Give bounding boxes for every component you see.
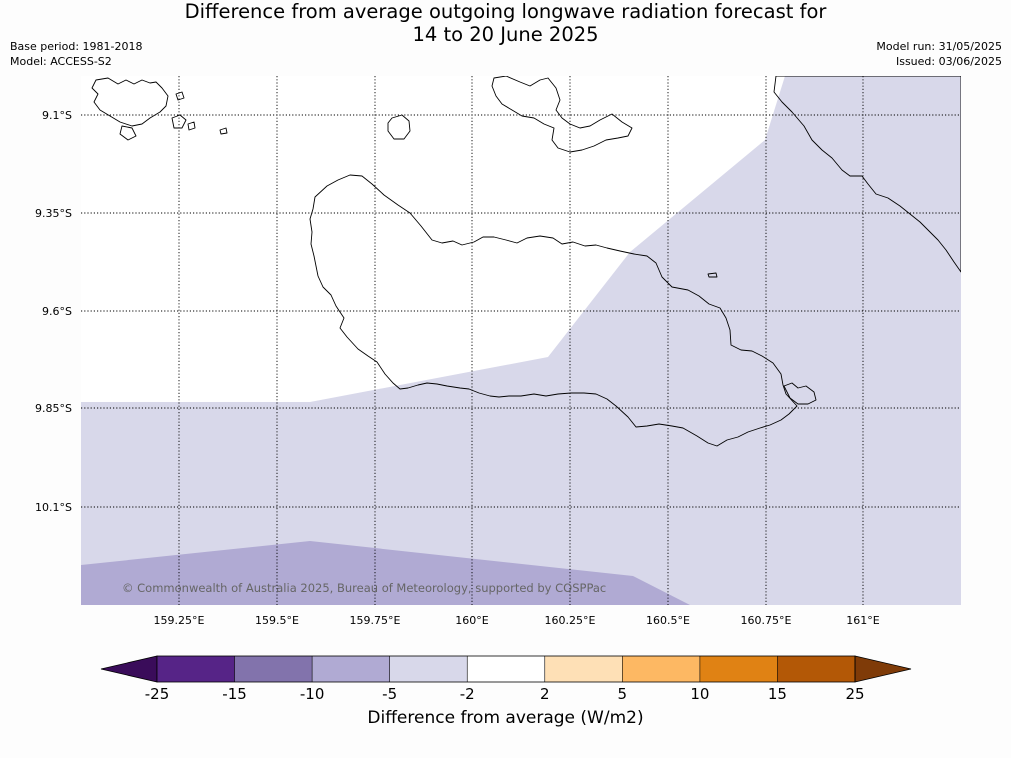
colorbar-tick-label: -5 xyxy=(382,685,397,703)
copyright-text: © Commonwealth of Australia 2025, Bureau… xyxy=(122,581,606,595)
colorbar-segment xyxy=(622,656,700,682)
coastline-islet-nw4 xyxy=(219,127,228,135)
colorbar-tick-label: -2 xyxy=(460,685,475,703)
coastline-islet-nw3 xyxy=(175,91,185,101)
colorbar-label: Difference from average (W/m2) xyxy=(367,708,644,728)
latitude-label: 9.35°S xyxy=(35,207,72,220)
colorbar-segment xyxy=(544,656,623,682)
coastline-malaita xyxy=(773,76,961,273)
longitude-labels: 159.25°E 159.5°E 159.75°E 160°E 160.25°E 160.… xyxy=(154,614,880,627)
coastline-islet-nw5 xyxy=(187,121,196,131)
issued-text: Issued: 03/06/2025 xyxy=(895,55,1002,68)
coastline-nggela-islands xyxy=(491,76,633,153)
longitude-label: 159.25°E xyxy=(154,614,205,627)
meta-left: Base period: 1981-2018 Model: ACCESS-S2 xyxy=(10,39,142,69)
colorbar-extend-low xyxy=(100,655,158,683)
latitude-label: 9.1°S xyxy=(42,109,72,122)
coastline-guadalcanal xyxy=(309,174,798,447)
colorbar-tick-label: -10 xyxy=(300,685,325,703)
colorbar-segment xyxy=(699,656,778,682)
coastline-savo xyxy=(387,114,411,140)
colorbar-tick-label: 15 xyxy=(768,685,787,703)
coastline-islet-nw1 xyxy=(119,125,137,141)
colorbar-outline xyxy=(156,655,856,683)
longitude-label: 159.5°E xyxy=(255,614,299,627)
model-run-text: Model run: 31/05/2025 xyxy=(876,40,1002,53)
latitude-label: 9.6°S xyxy=(42,305,72,318)
latitude-labels: 9.1°S 9.35°S 9.6°S 9.85°S 10.1°S xyxy=(35,109,72,514)
latitude-label: 9.85°S xyxy=(35,402,72,415)
model-text: Model: ACCESS-S2 xyxy=(10,55,112,68)
longitude-label: 160°E xyxy=(455,614,488,627)
latitude-label: 10.1°S xyxy=(35,501,72,514)
colorbar-tick-label: 10 xyxy=(690,685,709,703)
coastline-islet-small xyxy=(707,272,718,278)
colorbar-tick-label: 2 xyxy=(540,685,550,703)
gridlines xyxy=(81,76,961,605)
coastlines xyxy=(91,76,961,447)
longitude-label: 159.75°E xyxy=(350,614,401,627)
longitude-label: 161°E xyxy=(846,614,879,627)
chart-title: Difference from average outgoing longwav… xyxy=(0,0,1011,46)
colorbar-segment xyxy=(234,656,313,682)
colorbar-tick-label: 25 xyxy=(845,685,864,703)
anomaly-band-minus5-minus2 xyxy=(81,76,961,605)
anomaly-band-minus10-minus5 xyxy=(81,541,690,605)
longitude-label: 160.5°E xyxy=(646,614,690,627)
longitude-label: 160.75°E xyxy=(741,614,792,627)
colorbar-segment xyxy=(157,656,235,682)
colorbar-tick-label: -15 xyxy=(222,685,247,703)
colorbar-segment xyxy=(467,656,545,682)
colorbar-segment xyxy=(389,656,468,682)
map: 9.1°S9.35°S9.6°S9.85°S10.1°S 159.25°E 159… xyxy=(35,76,961,627)
title-line-1: Difference from average outgoing longwav… xyxy=(184,0,827,23)
colorbar-segment xyxy=(777,656,855,682)
colorbar-extend-high xyxy=(854,655,912,683)
meta-right: Model run: 31/05/2025 Issued: 03/06/2025 xyxy=(876,39,1002,69)
colorbar-group: -25 -15 -10 -5 -2 2 5 10 15 25 xyxy=(100,655,912,703)
base-period-text: Base period: 1981-2018 xyxy=(10,40,143,53)
colorbar-segment xyxy=(312,656,390,682)
longitude-label: 160.25°E xyxy=(545,614,596,627)
coastline-islet-east xyxy=(783,382,817,405)
colorbar-tick-label: -25 xyxy=(145,685,170,703)
coastline-russell-islands xyxy=(91,77,169,127)
colorbar-tick-label: 5 xyxy=(618,685,628,703)
title-line-2: 14 to 20 June 2025 xyxy=(412,23,599,46)
